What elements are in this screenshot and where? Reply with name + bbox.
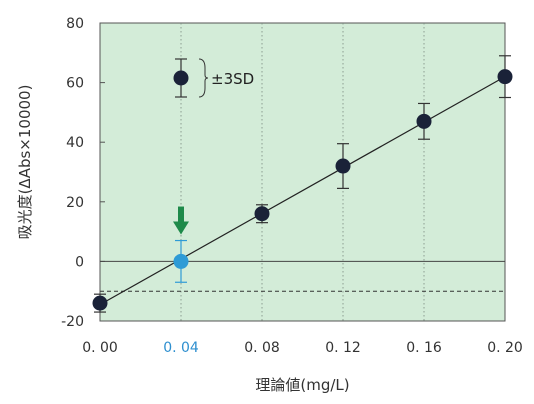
legend: ±3SD: [173, 58, 254, 98]
x-tick-label: 0. 08: [244, 340, 280, 356]
y-axis-label: 吸光度(ΔAbs×10000): [16, 85, 34, 240]
data-point: [92, 295, 108, 311]
x-tick-label: 0. 04: [163, 340, 199, 356]
y-tick-labels: 80 60 40 20 0 -20: [61, 16, 84, 330]
x-tick-label: 0. 20: [487, 340, 523, 356]
y-tick-label: -20: [61, 314, 84, 330]
legend-brace: [198, 58, 209, 98]
x-tick-label: 0. 16: [406, 340, 442, 356]
x-tick-label: 0. 00: [82, 340, 118, 356]
y-tick-label: 80: [66, 16, 84, 32]
y-tick-label: 20: [66, 195, 84, 211]
legend-marker: [173, 70, 189, 86]
data-point: [335, 158, 351, 174]
y-tick-label: 40: [66, 135, 84, 151]
data-point: [497, 69, 513, 85]
y-tick-label: 0: [75, 254, 84, 270]
arrow-head: [173, 221, 189, 235]
data-point: [416, 113, 432, 129]
highlighted-data-point: [173, 253, 189, 269]
x-axis-label: 理論値(mg/L): [255, 376, 349, 394]
x-tick-label: 0. 12: [325, 340, 361, 356]
highlight-arrow: [173, 206, 189, 235]
x-tick-labels: 0. 00 0. 04 0. 08 0. 12 0. 16 0. 20: [82, 340, 523, 356]
regression-line: [99, 76, 506, 306]
y-tick-label: 60: [66, 76, 84, 92]
reference-lines: [100, 260, 505, 292]
plot-area: [99, 22, 506, 322]
data-points: [92, 55, 513, 313]
arrow-shaft: [178, 206, 184, 223]
data-point: [254, 206, 270, 222]
legend-label: ±3SD: [211, 70, 254, 88]
